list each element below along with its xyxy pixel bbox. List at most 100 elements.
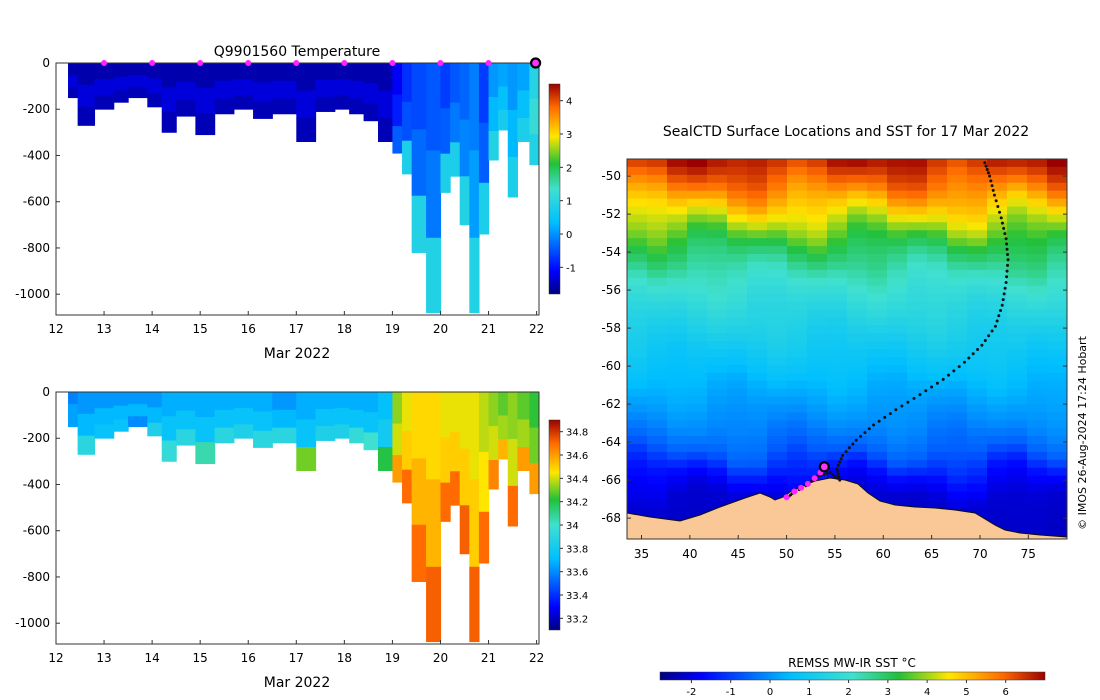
sst-cell [1047, 301, 1067, 311]
sst-cell [1027, 222, 1048, 231]
antarctica-landmass [627, 477, 1067, 539]
sst-cell [907, 325, 928, 334]
sst-cell [667, 412, 688, 421]
sst-cell [967, 396, 988, 406]
sst-cell [687, 309, 708, 318]
section-cell [113, 63, 129, 78]
sst-cell [747, 483, 768, 493]
sst-cell [927, 198, 948, 208]
sst-cell [947, 459, 968, 469]
sst-cell [887, 372, 908, 382]
sst-cell [967, 214, 988, 223]
sst-cell [1047, 190, 1067, 200]
section-cell [459, 176, 470, 226]
y-tick-label: -800 [23, 570, 50, 584]
section-cell [507, 63, 518, 111]
sst-cell [1047, 333, 1067, 342]
sst-cell [807, 404, 828, 413]
sst-cell [1047, 182, 1067, 192]
sst-cell [887, 436, 908, 445]
sst-cell [767, 491, 788, 501]
sst-cell [627, 388, 648, 398]
section-cell [176, 410, 196, 430]
sst-cell [647, 293, 668, 303]
x-tick-label: 19 [385, 651, 400, 665]
sst-cell [1047, 499, 1067, 508]
sst-colorbar-tick-label: 3 [885, 687, 891, 698]
sst-cell [947, 293, 968, 303]
sst-cell [1027, 380, 1048, 390]
sst-cell [927, 404, 948, 413]
section-cell [459, 119, 470, 177]
section-cell [128, 75, 148, 88]
sst-cell [1027, 333, 1048, 342]
sst-cell [987, 436, 1008, 445]
sst-cell [707, 483, 728, 493]
sst-cell [907, 467, 928, 477]
sst-cell [1007, 261, 1028, 271]
track-point [906, 400, 910, 404]
sst-cell [707, 341, 728, 350]
sst-cell [867, 159, 888, 168]
sst-cell [907, 182, 928, 192]
sst-cell [967, 459, 988, 469]
sst-cell [1007, 451, 1028, 461]
sst-cell [727, 428, 748, 437]
sst-cell [847, 356, 868, 366]
sst-cell [827, 174, 848, 184]
sst-cell [847, 341, 868, 350]
sst-cell [747, 467, 768, 477]
sst-cell [927, 475, 948, 485]
temperature-colorbar [548, 83, 561, 295]
sst-cell [687, 491, 708, 501]
sst-cell [987, 467, 1008, 477]
section-cell [233, 408, 254, 425]
recent-profile-point [798, 484, 805, 491]
sst-cell [907, 428, 928, 437]
sst-cell [727, 451, 748, 461]
y-tick-label: -200 [23, 102, 50, 116]
sst-cell [647, 301, 668, 311]
sst-cell [647, 174, 668, 184]
sst-cell [1027, 372, 1048, 382]
section-cell [507, 438, 518, 487]
sst-cell [767, 254, 788, 263]
sst-cell [667, 428, 688, 437]
temperature-profile-markers [101, 57, 542, 69]
section-cell [392, 392, 403, 424]
sst-cell [627, 444, 648, 453]
sst-cell [827, 254, 848, 263]
sst-cell [787, 388, 808, 398]
sst-cell [747, 428, 768, 437]
sst-cell [787, 206, 808, 216]
sst-cell [967, 491, 988, 501]
section-cell [440, 437, 451, 484]
track-point [836, 470, 840, 474]
sst-cell [627, 420, 648, 429]
profile-marker [101, 60, 108, 66]
section-cell [488, 130, 499, 161]
sst-cell [1047, 412, 1067, 421]
sst-cell [1007, 459, 1028, 469]
sst-cell [1047, 269, 1067, 279]
sst-cell [787, 214, 808, 223]
sst-cell [1047, 523, 1067, 532]
sst-cell [1027, 198, 1048, 208]
section-cell [113, 76, 129, 91]
sst-cell [807, 459, 828, 469]
sst-cell [787, 230, 808, 239]
sst-cell [647, 459, 668, 469]
section-cell [214, 409, 235, 429]
sst-cell [867, 436, 888, 445]
sst-cell [747, 159, 768, 168]
sst-cell [667, 159, 688, 168]
sst-cell [687, 254, 708, 263]
sst-cell [1047, 238, 1067, 247]
sst-cell [907, 277, 928, 287]
sst-cell [987, 444, 1008, 453]
track-point [1004, 237, 1008, 241]
sst-cell [707, 444, 728, 453]
sst-cell [867, 261, 888, 271]
sst-cell [667, 261, 688, 271]
sst-cell [667, 285, 688, 295]
